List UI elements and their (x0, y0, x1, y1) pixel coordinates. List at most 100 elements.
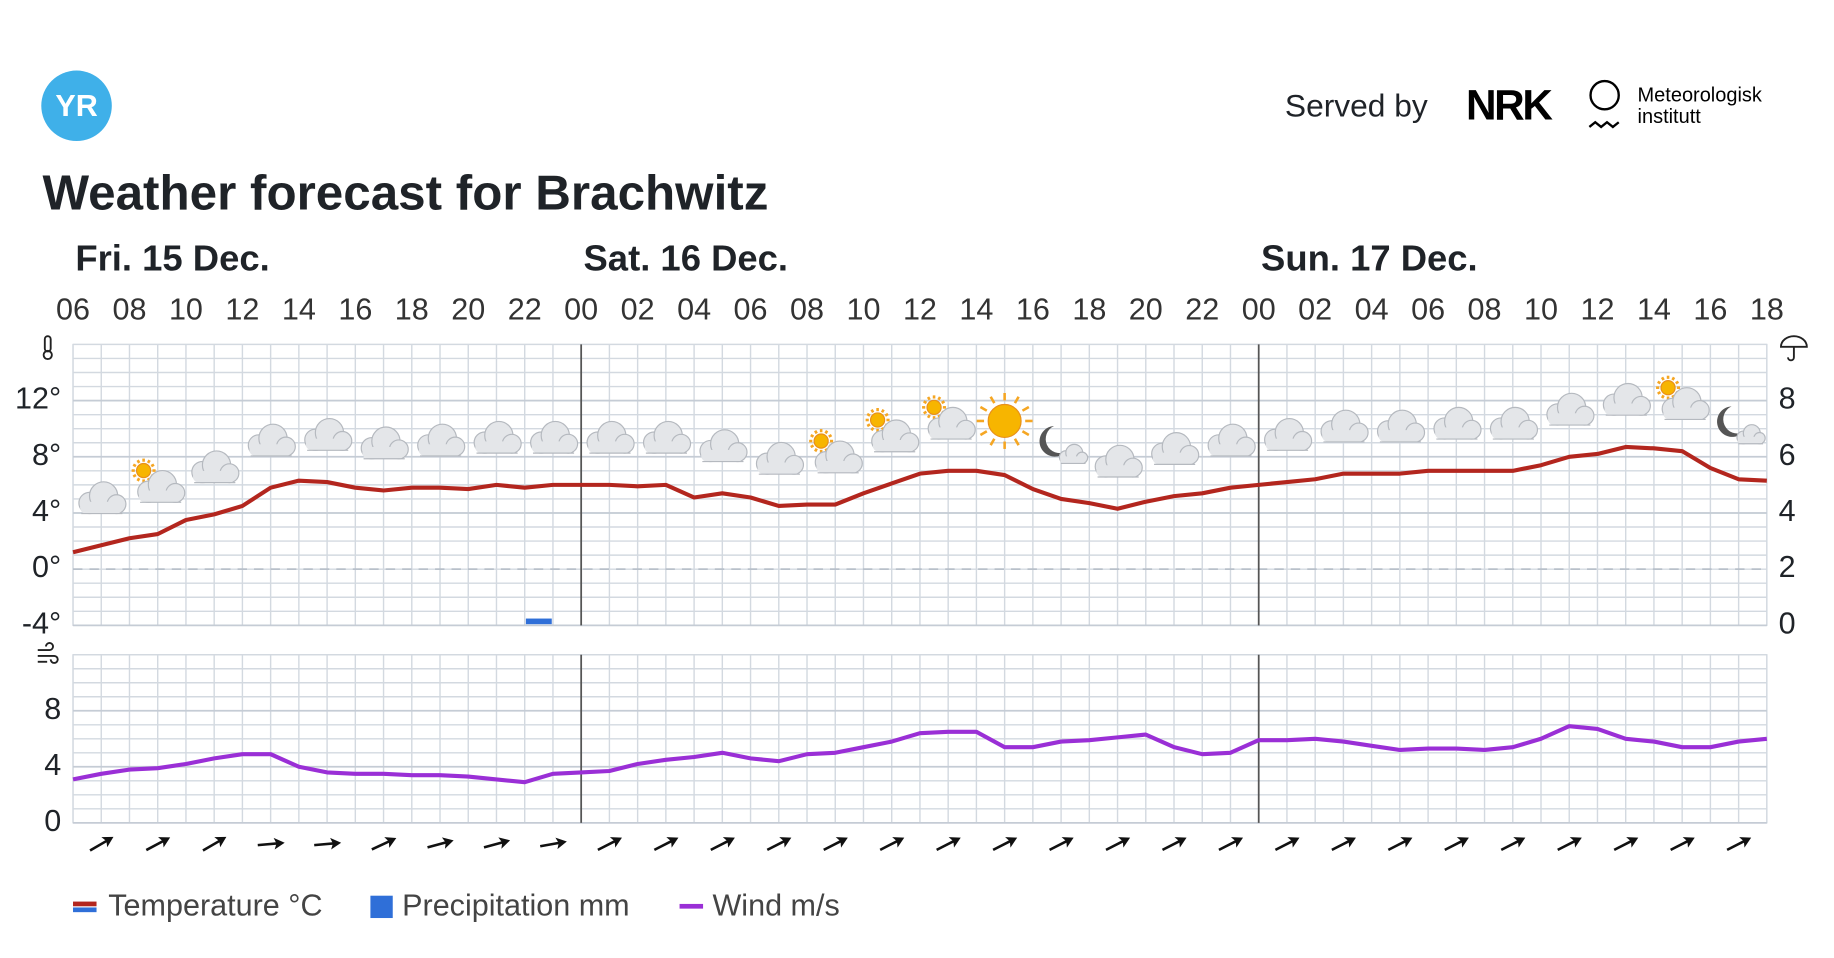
arrow-head (609, 837, 622, 848)
sun-ray (884, 412, 889, 417)
x-tick-label: 04 (1355, 293, 1389, 327)
cloud-base (531, 441, 575, 454)
wind-arrow (427, 837, 454, 849)
sun-ray (136, 477, 141, 482)
weather-icon (1207, 423, 1256, 457)
weather-icon (1433, 406, 1482, 440)
x-tick-label: 12 (1580, 293, 1614, 327)
x-tick-label: 16 (338, 293, 372, 327)
cloud (586, 420, 635, 454)
x-tick-label: 18 (1750, 293, 1784, 327)
weather-icon (530, 420, 579, 454)
arrow-head (666, 837, 679, 848)
x-tick-label: 16 (1016, 293, 1050, 327)
x-tick-label: 06 (56, 293, 90, 327)
arrow-head (1118, 837, 1131, 848)
cloud (1736, 424, 1766, 445)
precipitation-bar (525, 618, 552, 625)
y2-tick-label: 2 (1779, 550, 1796, 584)
x-tick-label: 14 (1637, 293, 1671, 327)
weather-icon (642, 420, 692, 454)
title: Weather forecast for Brachwitz (42, 165, 768, 220)
cloud-base (757, 462, 800, 475)
cloud (755, 441, 805, 475)
wind-arrow (145, 837, 171, 852)
arrow-head (892, 837, 905, 848)
cloud-base (1060, 456, 1086, 464)
cloud (137, 469, 186, 503)
x-tick-label: 20 (451, 293, 485, 327)
weather-icon (304, 418, 353, 451)
wind-arrow (1218, 837, 1244, 852)
arrow-head (101, 836, 114, 848)
weather-icon (78, 481, 127, 515)
x-tick-label: 12 (225, 293, 259, 327)
x-tick-label: 20 (1129, 293, 1163, 327)
cloud (1207, 423, 1256, 457)
cloud-base (1491, 427, 1534, 440)
x-tick-label: 22 (508, 293, 542, 327)
wind-arrow (1105, 837, 1131, 852)
legend-label: Wind m/s (712, 889, 839, 923)
weather-icon (1039, 426, 1089, 465)
cloud-base (644, 441, 688, 454)
sun-ray (979, 405, 988, 412)
cloud (530, 420, 579, 454)
cloud (814, 440, 863, 474)
weather-icon (247, 423, 296, 457)
cloud (1376, 409, 1426, 443)
cloud (1489, 406, 1539, 440)
legend-swatch (73, 907, 97, 913)
x-tick-label: 02 (621, 293, 655, 327)
x-tick-label: 08 (112, 293, 146, 327)
weather-icon (809, 429, 863, 474)
sun-ray (926, 396, 931, 401)
cloud-base (362, 447, 405, 459)
arrow-head (498, 837, 511, 849)
x-tick-label: 04 (677, 293, 711, 327)
cloud (191, 450, 240, 484)
sun-ray (814, 448, 818, 453)
cloud (1151, 432, 1200, 465)
x-tick-label: 16 (1693, 293, 1727, 327)
x-tick-label: 14 (959, 293, 993, 327)
sun-ray (923, 400, 928, 405)
x-tick-label: 22 (1185, 293, 1219, 327)
arrow-head (722, 837, 735, 848)
sun-ray (828, 433, 833, 438)
sun-ray (814, 430, 818, 435)
wind-arrow (257, 837, 285, 850)
weather-icon (922, 395, 976, 440)
cloud (1264, 418, 1313, 451)
wind-arrow (992, 837, 1018, 852)
legend-swatch (73, 901, 97, 907)
sun-ray (1660, 394, 1665, 399)
arrow-head (330, 837, 342, 850)
arrow-head (1174, 837, 1187, 848)
arrow-head (1456, 837, 1469, 848)
wind-arrow (936, 837, 961, 852)
line-series (72, 724, 1768, 785)
weather-icon (417, 423, 466, 457)
cloud (1433, 406, 1482, 440)
x-tick-label: 10 (169, 293, 203, 327)
met-logo-wave (1588, 120, 1620, 129)
arrow-head (441, 837, 454, 849)
day-label: Fri. 15 Dec. (75, 238, 269, 279)
cloud (247, 423, 296, 457)
sun-ray (989, 396, 996, 404)
cloud (417, 423, 466, 457)
wind-arrow (823, 837, 848, 852)
y-tick-label: 8 (44, 692, 61, 726)
y2-tick-label: 4 (1779, 494, 1796, 528)
weather-icon (1489, 406, 1539, 440)
y-tick-label: 0 (44, 804, 61, 838)
wind-arrow (1726, 837, 1752, 852)
cloud-base (1265, 438, 1309, 451)
arrow-head (1230, 837, 1244, 848)
sun-ray (136, 459, 141, 464)
wind-arrow (1274, 837, 1300, 852)
sun-ray (1657, 380, 1662, 385)
cloud (699, 429, 748, 463)
cloud (871, 419, 920, 453)
